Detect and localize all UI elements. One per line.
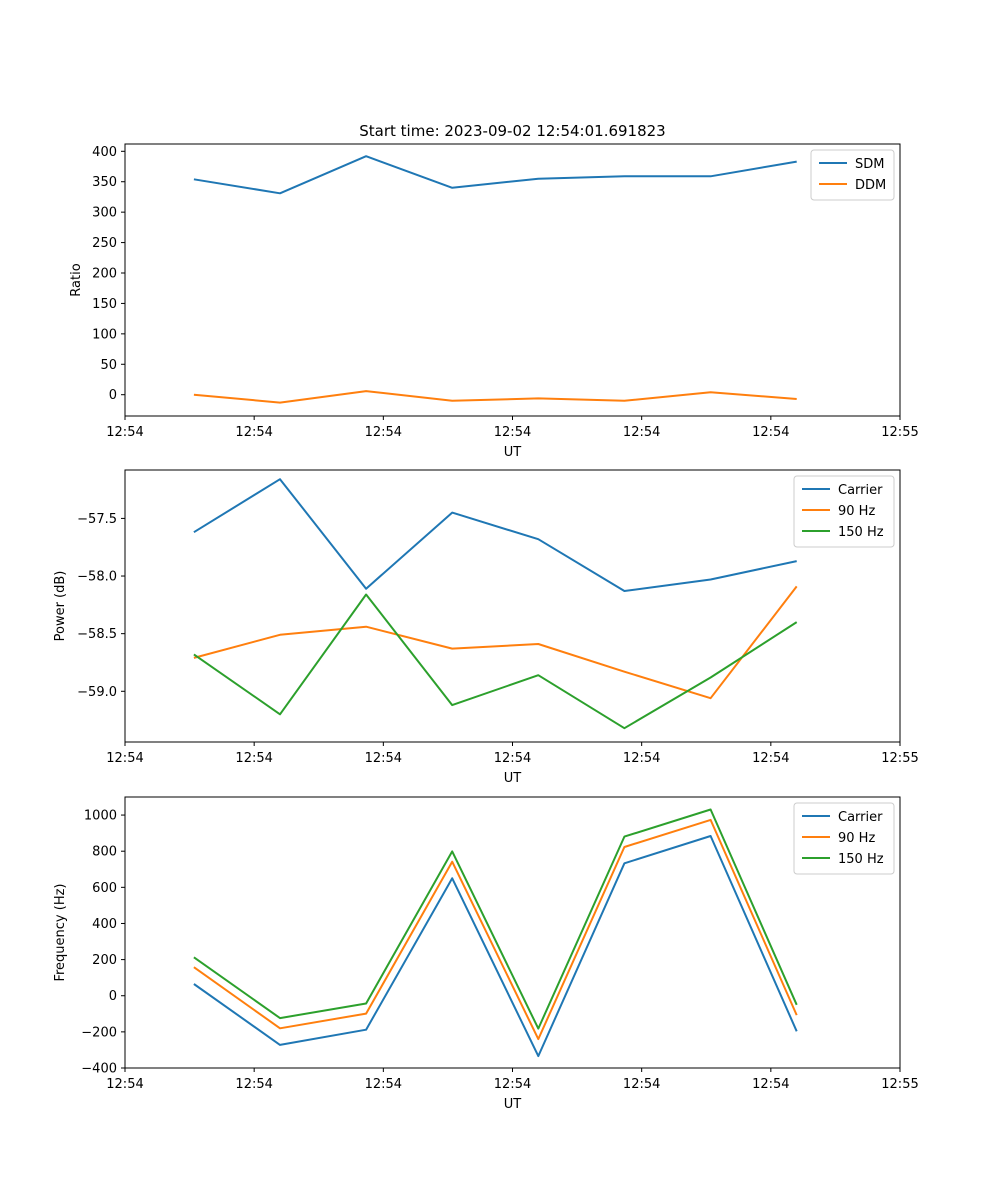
x-tick-label: 12:54	[752, 1077, 789, 1092]
y-tick-label: 400	[92, 917, 117, 932]
y-tick-label: 600	[92, 881, 117, 896]
y-tick-label: 250	[92, 236, 117, 251]
y-tick-label: 150	[92, 297, 117, 312]
x-axis-label: UT	[504, 1097, 522, 1112]
x-axis-label: UT	[504, 445, 522, 460]
y-tick-label: 1000	[84, 809, 117, 824]
legend-label: 90 Hz	[838, 504, 875, 519]
x-tick-label: 12:54	[494, 751, 531, 766]
y-tick-label: −58.0	[77, 570, 117, 585]
series-line-carrier	[193, 835, 798, 1058]
series-line-ddm	[193, 390, 797, 404]
chart-title: Start time: 2023-09-02 12:54:01.691823	[359, 122, 665, 140]
x-tick-label: 12:54	[365, 425, 402, 440]
x-tick-label: 12:54	[235, 751, 272, 766]
legend-label: 150 Hz	[838, 525, 884, 540]
y-axis-label: Ratio	[69, 263, 84, 296]
y-tick-label: −400	[81, 1062, 117, 1077]
legend: SDM DDM	[810, 149, 895, 201]
legend-label: DDM	[855, 178, 886, 193]
y-tick-label: −200	[81, 1025, 117, 1040]
series-line-150-hz	[193, 593, 798, 730]
x-axis-label: UT	[504, 771, 522, 786]
y-tick-label: 200	[92, 267, 117, 282]
subplot-2: 12:54 12:54 12:54 12:54 12:54 12:54 12:55 −59.0…	[53, 469, 919, 786]
x-tick-label: 12:54	[752, 751, 789, 766]
y-tick-label: 0	[109, 388, 117, 403]
y-tick-label: 0	[109, 989, 117, 1004]
axes-frame	[124, 796, 901, 1069]
x-tick-label: 12:55	[881, 751, 918, 766]
legend: Carrier 90 Hz 150 Hz	[793, 475, 895, 548]
x-tick-label: 12:55	[881, 1077, 918, 1092]
legend-box	[793, 475, 895, 548]
legend-label: 150 Hz	[838, 852, 884, 867]
legend-label: SDM	[855, 157, 884, 172]
series-line-carrier	[193, 478, 797, 592]
y-tick-label: 100	[92, 327, 117, 342]
legend-label: Carrier	[838, 810, 883, 825]
x-tick-label: 12:54	[235, 425, 272, 440]
x-tick-label: 12:54	[623, 425, 660, 440]
y-tick-label: 50	[100, 358, 117, 373]
series-line-sdm	[193, 155, 797, 195]
series-line-90-hz	[193, 585, 798, 700]
x-tick-label: 12:54	[106, 1077, 143, 1092]
y-tick-label: 350	[92, 175, 117, 190]
legend-box	[793, 802, 895, 875]
x-tick-label: 12:54	[623, 1077, 660, 1092]
subplot-3: 12:54 12:54 12:54 12:54 12:54 12:54 12:55 −400 −…	[53, 796, 919, 1112]
y-tick-label: −59.0	[77, 685, 117, 700]
y-tick-label: 400	[92, 145, 117, 160]
series-line-150-hz	[193, 808, 798, 1030]
x-tick-label: 12:54	[106, 425, 143, 440]
x-tick-label: 12:54	[623, 751, 660, 766]
y-tick-label: −58.5	[77, 627, 117, 642]
y-tick-label: 200	[92, 953, 117, 968]
x-tick-label: 12:54	[494, 425, 531, 440]
x-tick-label: 12:54	[752, 425, 789, 440]
y-axis-label: Frequency (Hz)	[53, 883, 68, 981]
x-tick-label: 12:55	[881, 425, 918, 440]
series-line-90-hz	[193, 818, 798, 1041]
y-tick-label: 800	[92, 845, 117, 860]
y-tick-label: −57.5	[77, 512, 117, 527]
x-tick-label: 12:54	[365, 1077, 402, 1092]
y-tick-label: 300	[92, 206, 117, 221]
subplot-1: 12:54 12:54 12:54 12:54 12:54 12:54 12:55 0 50 10…	[69, 122, 919, 460]
x-tick-label: 12:54	[365, 751, 402, 766]
axes-frame	[124, 143, 901, 417]
legend-label: Carrier	[838, 483, 883, 498]
axes-frame	[124, 469, 901, 743]
y-axis-label: Power (dB)	[53, 571, 68, 642]
legend-label: 90 Hz	[838, 831, 875, 846]
x-tick-label: 12:54	[235, 1077, 272, 1092]
x-tick-label: 12:54	[106, 751, 143, 766]
legend: Carrier 90 Hz 150 Hz	[793, 802, 895, 875]
x-tick-label: 12:54	[494, 1077, 531, 1092]
